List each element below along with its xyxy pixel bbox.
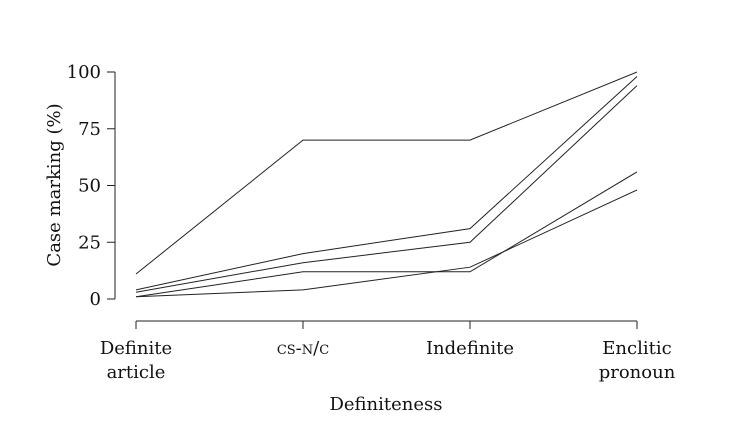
series-line-4 (135, 171, 638, 298)
x-tick-label: article (107, 362, 166, 383)
y-axis-label: Case marking (%) (44, 103, 65, 266)
y-tick-label: 0 (90, 289, 101, 310)
series-line-2 (135, 76, 638, 291)
series-line-5 (135, 189, 638, 298)
y-tick-label: 50 (78, 176, 101, 197)
x-tick-label: cs-n/c (277, 338, 329, 359)
y-tick-label: 25 (78, 232, 101, 253)
y-axis: 0 25 50 75 100 (67, 62, 116, 310)
series-line-3 (135, 85, 638, 293)
x-axis: Definite article cs-n/c Indefinite Enclitic p… (100, 320, 676, 383)
series-group (135, 71, 638, 298)
y-tick-label: 75 (78, 119, 101, 140)
y-tick-label: 100 (67, 62, 101, 83)
x-tick-label: pronoun (599, 362, 676, 383)
series-line-1 (135, 71, 638, 275)
x-tick-label: Indefinite (426, 338, 514, 359)
x-tick-label: Definite (100, 338, 172, 359)
x-tick-label: Enclitic (602, 338, 671, 359)
x-axis-label: Definiteness (329, 394, 442, 415)
